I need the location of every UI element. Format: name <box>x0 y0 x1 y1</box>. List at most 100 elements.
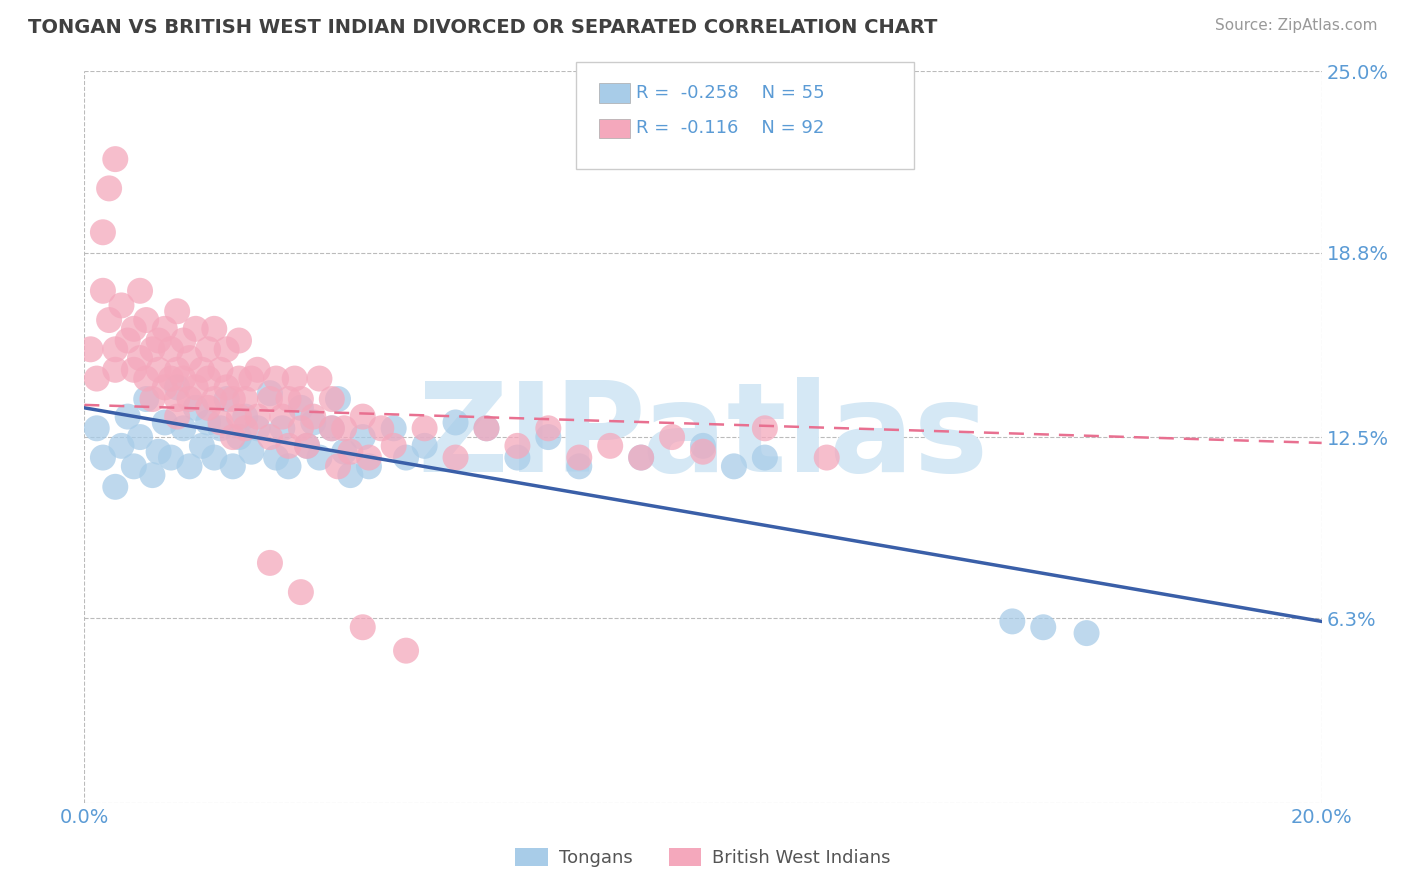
Point <box>277 392 299 406</box>
Point <box>135 313 157 327</box>
Point <box>86 421 108 435</box>
Point <box>264 371 287 385</box>
Text: ZIPatlas: ZIPatlas <box>418 376 988 498</box>
Point <box>172 371 194 385</box>
Point <box>135 371 157 385</box>
Point <box>222 430 245 444</box>
Point <box>179 459 201 474</box>
Point <box>228 334 250 348</box>
Point <box>222 459 245 474</box>
Point <box>302 416 325 430</box>
Point <box>129 284 152 298</box>
Point <box>692 439 714 453</box>
Point <box>191 439 214 453</box>
Point <box>228 371 250 385</box>
Point <box>475 421 498 435</box>
Point <box>160 371 183 385</box>
Point <box>166 363 188 377</box>
Point <box>1001 615 1024 629</box>
Point <box>129 351 152 365</box>
Point <box>86 371 108 385</box>
Legend: Tongans, British West Indians: Tongans, British West Indians <box>508 840 898 874</box>
Point <box>692 444 714 458</box>
Point <box>321 421 343 435</box>
Point <box>271 409 294 424</box>
Point <box>326 459 349 474</box>
Point <box>754 450 776 465</box>
Point <box>754 421 776 435</box>
Point <box>475 421 498 435</box>
Point <box>179 392 201 406</box>
Point <box>148 363 170 377</box>
Point <box>215 343 238 357</box>
Point <box>240 444 263 458</box>
Point <box>202 450 225 465</box>
Point <box>321 392 343 406</box>
Point <box>197 371 219 385</box>
Point <box>277 439 299 453</box>
Point <box>290 392 312 406</box>
Point <box>537 430 560 444</box>
Point <box>723 459 745 474</box>
Point <box>153 322 176 336</box>
Point <box>240 371 263 385</box>
Point <box>630 450 652 465</box>
Point <box>228 409 250 424</box>
Point <box>295 439 318 453</box>
Point <box>259 430 281 444</box>
Point <box>209 363 232 377</box>
Point <box>222 392 245 406</box>
Point <box>197 401 219 415</box>
Point <box>215 392 238 406</box>
Point <box>370 421 392 435</box>
Point <box>184 380 207 394</box>
Point <box>202 392 225 406</box>
Point <box>339 444 361 458</box>
Point <box>202 322 225 336</box>
Point <box>228 430 250 444</box>
Point <box>98 313 121 327</box>
Point <box>184 401 207 415</box>
Point <box>79 343 101 357</box>
Point <box>110 298 132 312</box>
Point <box>290 421 312 435</box>
Point <box>91 450 114 465</box>
Point <box>233 392 256 406</box>
Point <box>308 450 330 465</box>
Point <box>110 439 132 453</box>
Point <box>166 409 188 424</box>
Point <box>333 444 356 458</box>
Point <box>135 392 157 406</box>
Text: R =  -0.258    N = 55: R = -0.258 N = 55 <box>636 84 824 102</box>
Point <box>271 421 294 435</box>
Point <box>382 439 405 453</box>
Point <box>413 439 436 453</box>
Point <box>259 556 281 570</box>
Point <box>166 392 188 406</box>
Point <box>117 334 139 348</box>
Point <box>568 459 591 474</box>
Text: Source: ZipAtlas.com: Source: ZipAtlas.com <box>1215 18 1378 33</box>
Point <box>246 421 269 435</box>
Point <box>308 371 330 385</box>
Point <box>506 439 529 453</box>
Point <box>91 284 114 298</box>
Point <box>233 421 256 435</box>
Point <box>321 421 343 435</box>
Point <box>117 409 139 424</box>
Text: R =  -0.116    N = 92: R = -0.116 N = 92 <box>636 120 824 137</box>
Point <box>599 439 621 453</box>
Point <box>537 421 560 435</box>
Point <box>104 152 127 166</box>
Point <box>122 459 145 474</box>
Point <box>264 450 287 465</box>
Point <box>630 450 652 465</box>
Point <box>197 343 219 357</box>
Point <box>506 450 529 465</box>
Point <box>413 421 436 435</box>
Point <box>172 334 194 348</box>
Point <box>148 334 170 348</box>
Point <box>302 409 325 424</box>
Point <box>339 468 361 483</box>
Point <box>290 401 312 415</box>
